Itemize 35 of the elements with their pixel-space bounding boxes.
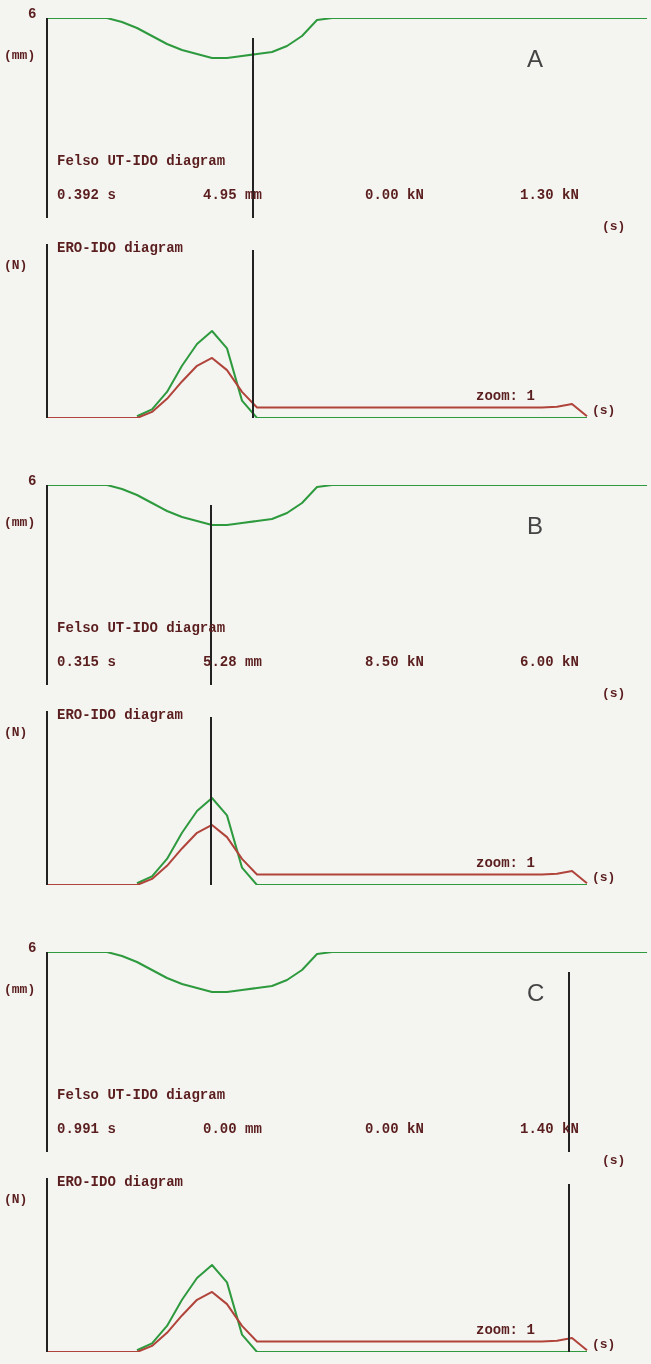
annotation: 0.991 s bbox=[57, 1121, 116, 1137]
y-axis-title: (N) bbox=[4, 1192, 28, 1207]
annotation: zoom: 1 bbox=[476, 855, 535, 871]
chart-title: ERO-IDO diagram bbox=[57, 1174, 184, 1190]
text: 6 bbox=[28, 940, 37, 956]
y-axis-title: (mm) bbox=[4, 515, 36, 530]
x-axis-title: (s) bbox=[592, 1337, 616, 1352]
annotation: C bbox=[527, 979, 545, 1007]
text: Felso UT-IDO diagram bbox=[57, 153, 226, 169]
annotation: 1.30 kN bbox=[520, 187, 579, 203]
text: Felso UT-IDO diagram bbox=[57, 1087, 226, 1103]
y-axis-title: (N) bbox=[4, 725, 28, 740]
annotation: 0.00 kN bbox=[365, 187, 424, 203]
annotation: 0.315 s bbox=[57, 654, 116, 670]
chart-title: ERO-IDO diagram bbox=[57, 240, 184, 256]
x-axis-title: (s) bbox=[602, 1153, 626, 1168]
annotation: 0.00 mm bbox=[203, 1121, 262, 1137]
annotation: 6.00 kN bbox=[520, 654, 579, 670]
x-axis-title: (s) bbox=[602, 686, 626, 701]
chart-title: ERO-IDO diagram bbox=[57, 707, 184, 723]
annotation: B bbox=[527, 512, 544, 540]
annotation: zoom: 1 bbox=[476, 1322, 535, 1338]
x-axis-title: (s) bbox=[602, 219, 626, 234]
text: 6 bbox=[28, 6, 37, 22]
x-axis-title: (s) bbox=[592, 403, 616, 418]
text: 6 bbox=[28, 473, 37, 489]
y-axis-title: (mm) bbox=[4, 48, 36, 63]
annotation: A bbox=[527, 45, 544, 73]
annotation: 0.392 s bbox=[57, 187, 116, 203]
x-axis-title: (s) bbox=[592, 870, 616, 885]
y-axis-title: (N) bbox=[4, 258, 28, 273]
annotation: zoom: 1 bbox=[476, 388, 535, 404]
annotation: 0.00 kN bbox=[365, 1121, 424, 1137]
annotation: 8.50 kN bbox=[365, 654, 424, 670]
y-axis-title: (mm) bbox=[4, 982, 36, 997]
